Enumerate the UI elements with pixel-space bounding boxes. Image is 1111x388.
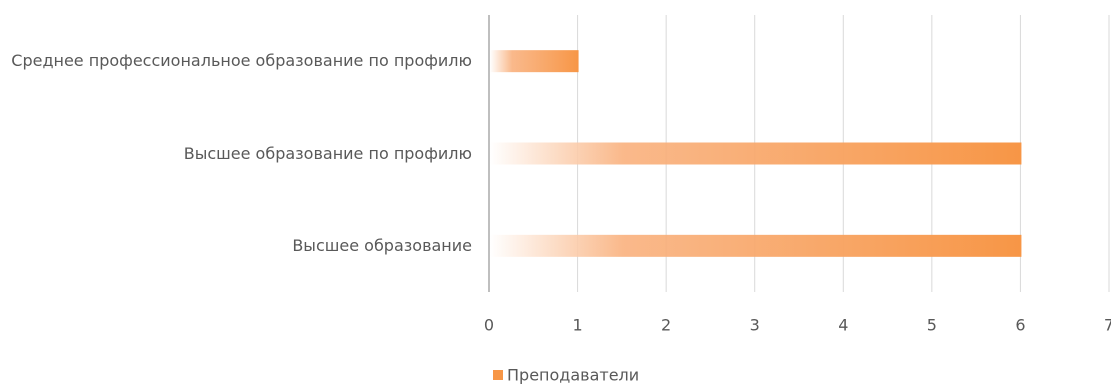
- category-label: Высшее образование по профилю: [0, 141, 472, 167]
- bar: [490, 142, 1022, 165]
- x-tick-label: 3: [750, 316, 760, 335]
- legend-label: Преподаватели: [507, 366, 639, 385]
- x-tick-label: 1: [572, 316, 582, 335]
- category-text: Среднее профессиональное образование по …: [11, 51, 472, 71]
- category-label: Среднее профессиональное образование по …: [0, 48, 472, 74]
- legend-swatch: [493, 370, 503, 380]
- x-tick-label: 0: [484, 316, 494, 335]
- x-tick-label: 5: [927, 316, 937, 335]
- category-text: Высшее образование: [292, 235, 472, 255]
- category-text: Высшее образование по профилю: [183, 143, 472, 163]
- x-tick-label: 2: [661, 316, 671, 335]
- bar: [490, 50, 579, 73]
- x-tick-label: 6: [1015, 316, 1025, 335]
- category-label: Высшее образование: [0, 233, 472, 259]
- x-tick-label: 4: [838, 316, 848, 335]
- bar: [490, 234, 1022, 257]
- x-tick-label: 7: [1104, 316, 1111, 335]
